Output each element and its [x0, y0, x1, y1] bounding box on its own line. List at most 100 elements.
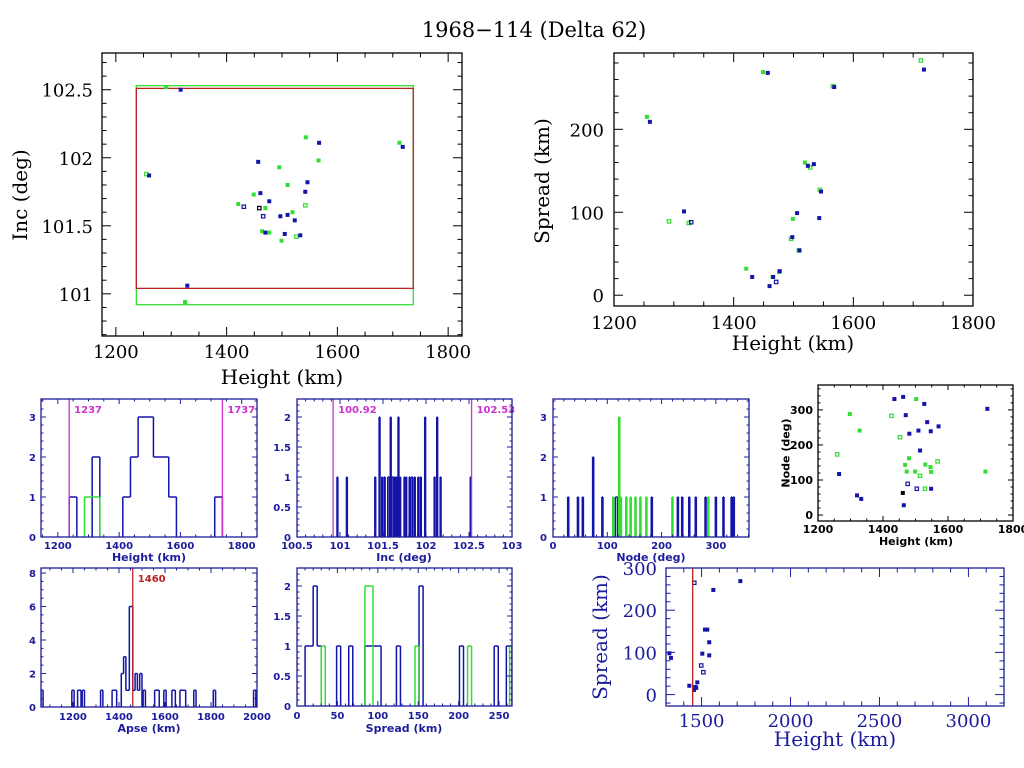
data-point-open	[686, 220, 692, 226]
data-point	[892, 397, 897, 402]
hist-bar	[388, 476, 391, 537]
data-point	[707, 653, 712, 658]
y-tick-label: 6	[29, 603, 36, 614]
y-tick-label: 0	[29, 703, 36, 714]
y-axis-label: Inc (deg)	[8, 149, 32, 240]
y-tick-label: 100	[623, 643, 657, 664]
hist-bar	[436, 416, 439, 537]
y-tick-label: 100	[570, 203, 604, 224]
x-tick-label: 1800	[228, 541, 256, 552]
data-point	[847, 412, 852, 417]
data-point	[923, 462, 928, 467]
y-tick-label: 0	[593, 286, 604, 307]
data-point	[918, 448, 923, 453]
data-point	[691, 687, 696, 692]
y-tick-label: 2	[284, 582, 291, 593]
hist-bar	[395, 476, 398, 537]
axis-ticks	[552, 399, 749, 538]
x-axis-label: Inc (deg)	[376, 551, 432, 564]
hist-bar	[639, 496, 642, 537]
data-point-open	[302, 203, 308, 208]
x-tick-label: 1200	[591, 313, 637, 334]
data-point	[267, 199, 272, 204]
y-tick-label: 100	[790, 474, 813, 487]
x-tick-label: 200	[651, 541, 672, 552]
data-point-open	[935, 459, 940, 464]
axis-ticks	[817, 385, 1014, 521]
x-tick-label: 1800	[425, 342, 471, 363]
data-point	[744, 266, 749, 271]
data-point-open	[834, 452, 840, 457]
panel-inc-hist: 100.92 102.53 100.5 101 101.5 102 102.5 103 0 0.5…	[273, 398, 522, 564]
x-tick-label: 1600	[166, 541, 194, 552]
x-tick-label: 100	[367, 711, 388, 722]
y-tick-label: 1	[284, 473, 291, 484]
x-tick-label: 150	[408, 711, 429, 722]
data-point	[922, 401, 927, 406]
x-tick-label: 102.5	[453, 541, 485, 552]
plot-area	[135, 85, 414, 306]
data-point	[811, 162, 816, 167]
panel-spread-hist: 0 50 100 150 200 250 0 0.5 1 1.5 2 Spread (km)	[273, 567, 513, 735]
x-tick-label: 0	[294, 711, 301, 722]
hist-bar	[417, 476, 420, 537]
hist-bar	[722, 496, 725, 537]
data-point	[251, 192, 256, 197]
panel-node-vs-height: 1200 1400 1600 1800 0 100 200 300 Height (km) Nod…	[780, 384, 1024, 548]
x-tick-label: 1400	[204, 342, 250, 363]
hist-bar	[625, 496, 628, 537]
data-point-open	[688, 219, 694, 225]
data-point-open	[294, 234, 299, 239]
hist-series-blue	[566, 456, 736, 537]
data-point	[790, 216, 795, 221]
hist-bar	[392, 476, 395, 537]
data-point	[765, 70, 770, 75]
panel-spread-vs-height: 1200 1400 1600 1800 0 100 200 Height (km) Spread…	[530, 52, 996, 355]
hist-bar	[566, 496, 570, 537]
data-point	[985, 406, 990, 411]
y-tick-label: 0	[284, 702, 291, 713]
y-tick-label: 1.5	[273, 612, 291, 623]
plot-frame	[296, 567, 513, 707]
hist-bar	[433, 476, 436, 537]
hist-bar	[76, 689, 82, 707]
data-point	[263, 230, 268, 235]
axis-ticks	[613, 53, 974, 306]
data-point	[267, 230, 272, 235]
data-point	[279, 238, 284, 243]
data-point-open	[698, 663, 704, 668]
panel-inc-vs-height: 1200 1400 1600 1800 101 101.5 102 102.5 Height (…	[8, 52, 471, 389]
hist-bar	[493, 645, 500, 706]
hist-bar	[153, 456, 170, 497]
data-point	[857, 428, 862, 433]
y-tick-label: 2	[29, 670, 36, 681]
data-point	[907, 431, 912, 436]
data-point-open	[905, 481, 911, 487]
data-point	[817, 216, 822, 221]
data-point	[183, 299, 188, 304]
data-point	[771, 274, 776, 279]
data-point	[305, 180, 310, 185]
hist-bar	[378, 416, 381, 537]
x-tick-label: 250	[489, 711, 510, 722]
data-point	[185, 283, 190, 288]
y-tick-label: 200	[623, 601, 657, 622]
hist-bar	[137, 416, 155, 457]
data-point	[303, 135, 308, 140]
x-tick-label: 100	[597, 541, 618, 552]
hist-bar	[706, 496, 710, 537]
hist-bar	[714, 496, 718, 537]
y-tick-label: 2	[29, 453, 36, 464]
data-point-open	[922, 486, 928, 492]
hist-bar	[408, 476, 411, 537]
data-point	[907, 456, 911, 461]
limit-box-red	[135, 87, 414, 290]
hist-bar	[403, 476, 406, 537]
hist-bar	[591, 456, 595, 537]
scatter-series-blue	[837, 394, 990, 508]
plot-frame	[296, 398, 513, 538]
x-tick-label: 102	[416, 541, 437, 552]
x-tick-label: 1400	[711, 313, 757, 334]
x-axis-label: Node (deg)	[616, 551, 685, 564]
hist-bar	[393, 476, 397, 537]
